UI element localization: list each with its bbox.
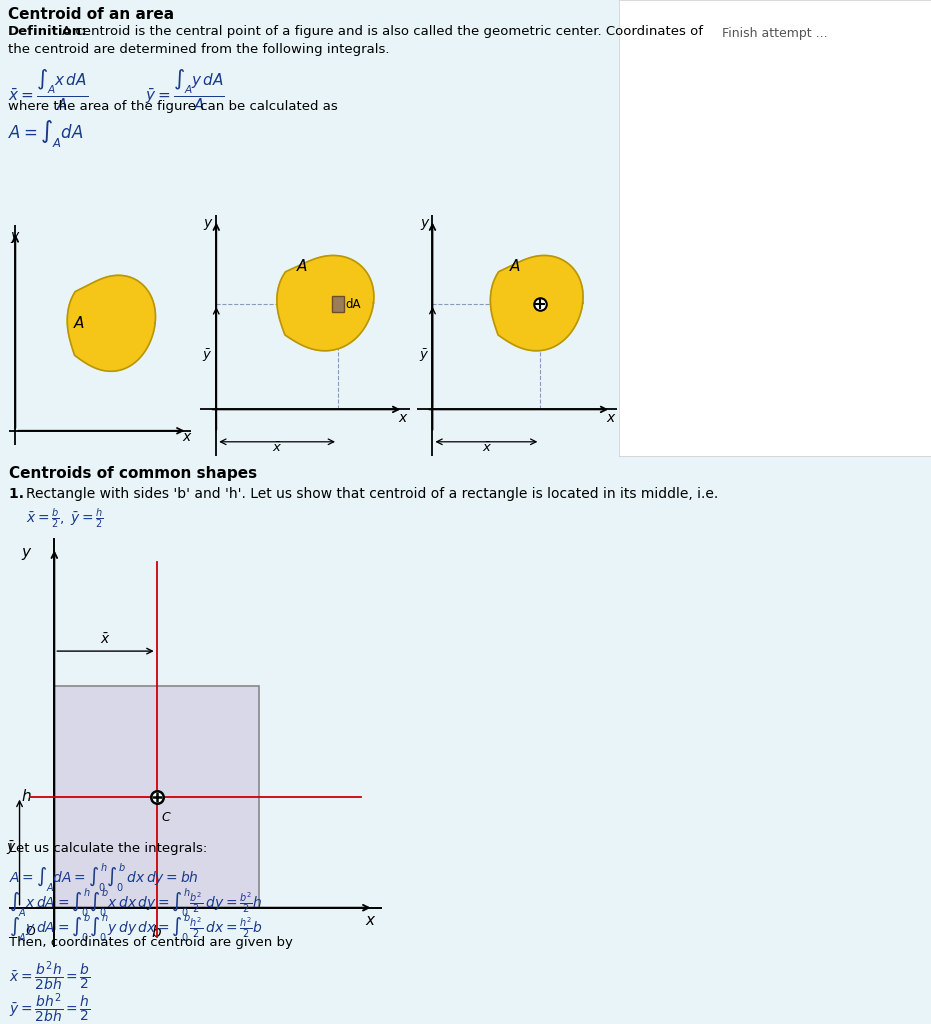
Text: x: x xyxy=(365,913,374,928)
Text: y: y xyxy=(11,228,19,243)
Text: Definition:: Definition: xyxy=(8,25,88,38)
Text: A centroid is the central point of a figure and is also called the geometric cen: A centroid is the central point of a fig… xyxy=(61,25,703,38)
Text: $\int_A x\,dA = \int_0^h \int_0^b x\,dx\,dy = \int_0^h \frac{b^2}{2}\,dy = \frac: $\int_A x\,dA = \int_0^h \int_0^b x\,dx\… xyxy=(9,887,263,919)
Text: $A = \int_A dA = \int_0^h \int_0^b \,dx\,dy = bh$: $A = \int_A dA = \int_0^h \int_0^b \,dx\… xyxy=(9,861,199,894)
Text: y: y xyxy=(420,216,428,229)
Text: $\bar{x} = \frac{b}{2}, \; \bar{y} = \frac{h}{2}$: $\bar{x} = \frac{b}{2}, \; \bar{y} = \fr… xyxy=(26,507,104,530)
Text: C: C xyxy=(162,811,170,824)
Bar xyxy=(54,686,259,907)
Bar xyxy=(332,296,344,312)
Text: x: x xyxy=(606,412,614,425)
Text: Centroids of common shapes: Centroids of common shapes xyxy=(9,466,257,480)
Text: Then, coordinates of centroid are given by: Then, coordinates of centroid are given … xyxy=(9,936,293,949)
Polygon shape xyxy=(277,255,374,351)
Text: x: x xyxy=(182,430,190,443)
Text: 1.: 1. xyxy=(9,486,29,501)
Text: A: A xyxy=(74,316,84,331)
Text: $\bar{y}$: $\bar{y}$ xyxy=(419,347,429,364)
Text: $\int_A y\,dA = \int_0^b \int_0^h y\,dy\,dx = \int_0^b \frac{h^2}{2}\,dx = \frac: $\int_A y\,dA = \int_0^b \int_0^h y\,dy\… xyxy=(9,911,263,944)
Text: y: y xyxy=(21,546,31,560)
Text: y: y xyxy=(203,216,211,229)
Text: the centroid are determined from the following integrals.: the centroid are determined from the fol… xyxy=(8,43,389,56)
Text: $\bar{y} = \dfrac{bh^2}{2bh} = \dfrac{h}{2}$: $\bar{y} = \dfrac{bh^2}{2bh} = \dfrac{h}… xyxy=(9,991,90,1024)
Polygon shape xyxy=(491,255,583,351)
Text: Finish attempt ...: Finish attempt ... xyxy=(722,28,828,40)
Text: $\bar{x} = \dfrac{\int_A x\,dA}{A}$: $\bar{x} = \dfrac{\int_A x\,dA}{A}$ xyxy=(8,69,88,114)
Text: $\bar{y} = \dfrac{\int_A y\,dA}{A}$: $\bar{y} = \dfrac{\int_A y\,dA}{A}$ xyxy=(145,69,224,114)
Text: $\bar{x} = \dfrac{b^2h}{2bh} = \dfrac{b}{2}$: $\bar{x} = \dfrac{b^2h}{2bh} = \dfrac{b}… xyxy=(9,959,90,993)
Text: A: A xyxy=(509,259,519,273)
Text: $\bar{x}$: $\bar{x}$ xyxy=(101,632,111,647)
Text: $\bar{y}$: $\bar{y}$ xyxy=(6,840,17,857)
Text: $\bar{x}$: $\bar{x}$ xyxy=(481,441,492,455)
Text: Rectangle with sides 'b' and 'h'. Let us show that centroid of a rectangle is lo: Rectangle with sides 'b' and 'h'. Let us… xyxy=(26,486,718,501)
Text: $\bar{x}$: $\bar{x}$ xyxy=(272,441,283,455)
Text: Centroid of an area: Centroid of an area xyxy=(8,7,174,22)
Text: $A = \int_A dA$: $A = \int_A dA$ xyxy=(8,118,84,150)
Text: Let us calculate the integrals:: Let us calculate the integrals: xyxy=(9,842,208,855)
Text: h: h xyxy=(21,790,32,804)
Text: $\bar{y}$: $\bar{y}$ xyxy=(202,347,212,365)
Text: b: b xyxy=(152,926,161,940)
Text: A: A xyxy=(297,259,307,273)
Polygon shape xyxy=(67,275,155,372)
Text: O: O xyxy=(26,925,35,938)
Text: dA: dA xyxy=(345,298,361,310)
Text: where the area of the figure can be calculated as: where the area of the figure can be calc… xyxy=(8,100,338,113)
Text: x: x xyxy=(398,412,407,425)
